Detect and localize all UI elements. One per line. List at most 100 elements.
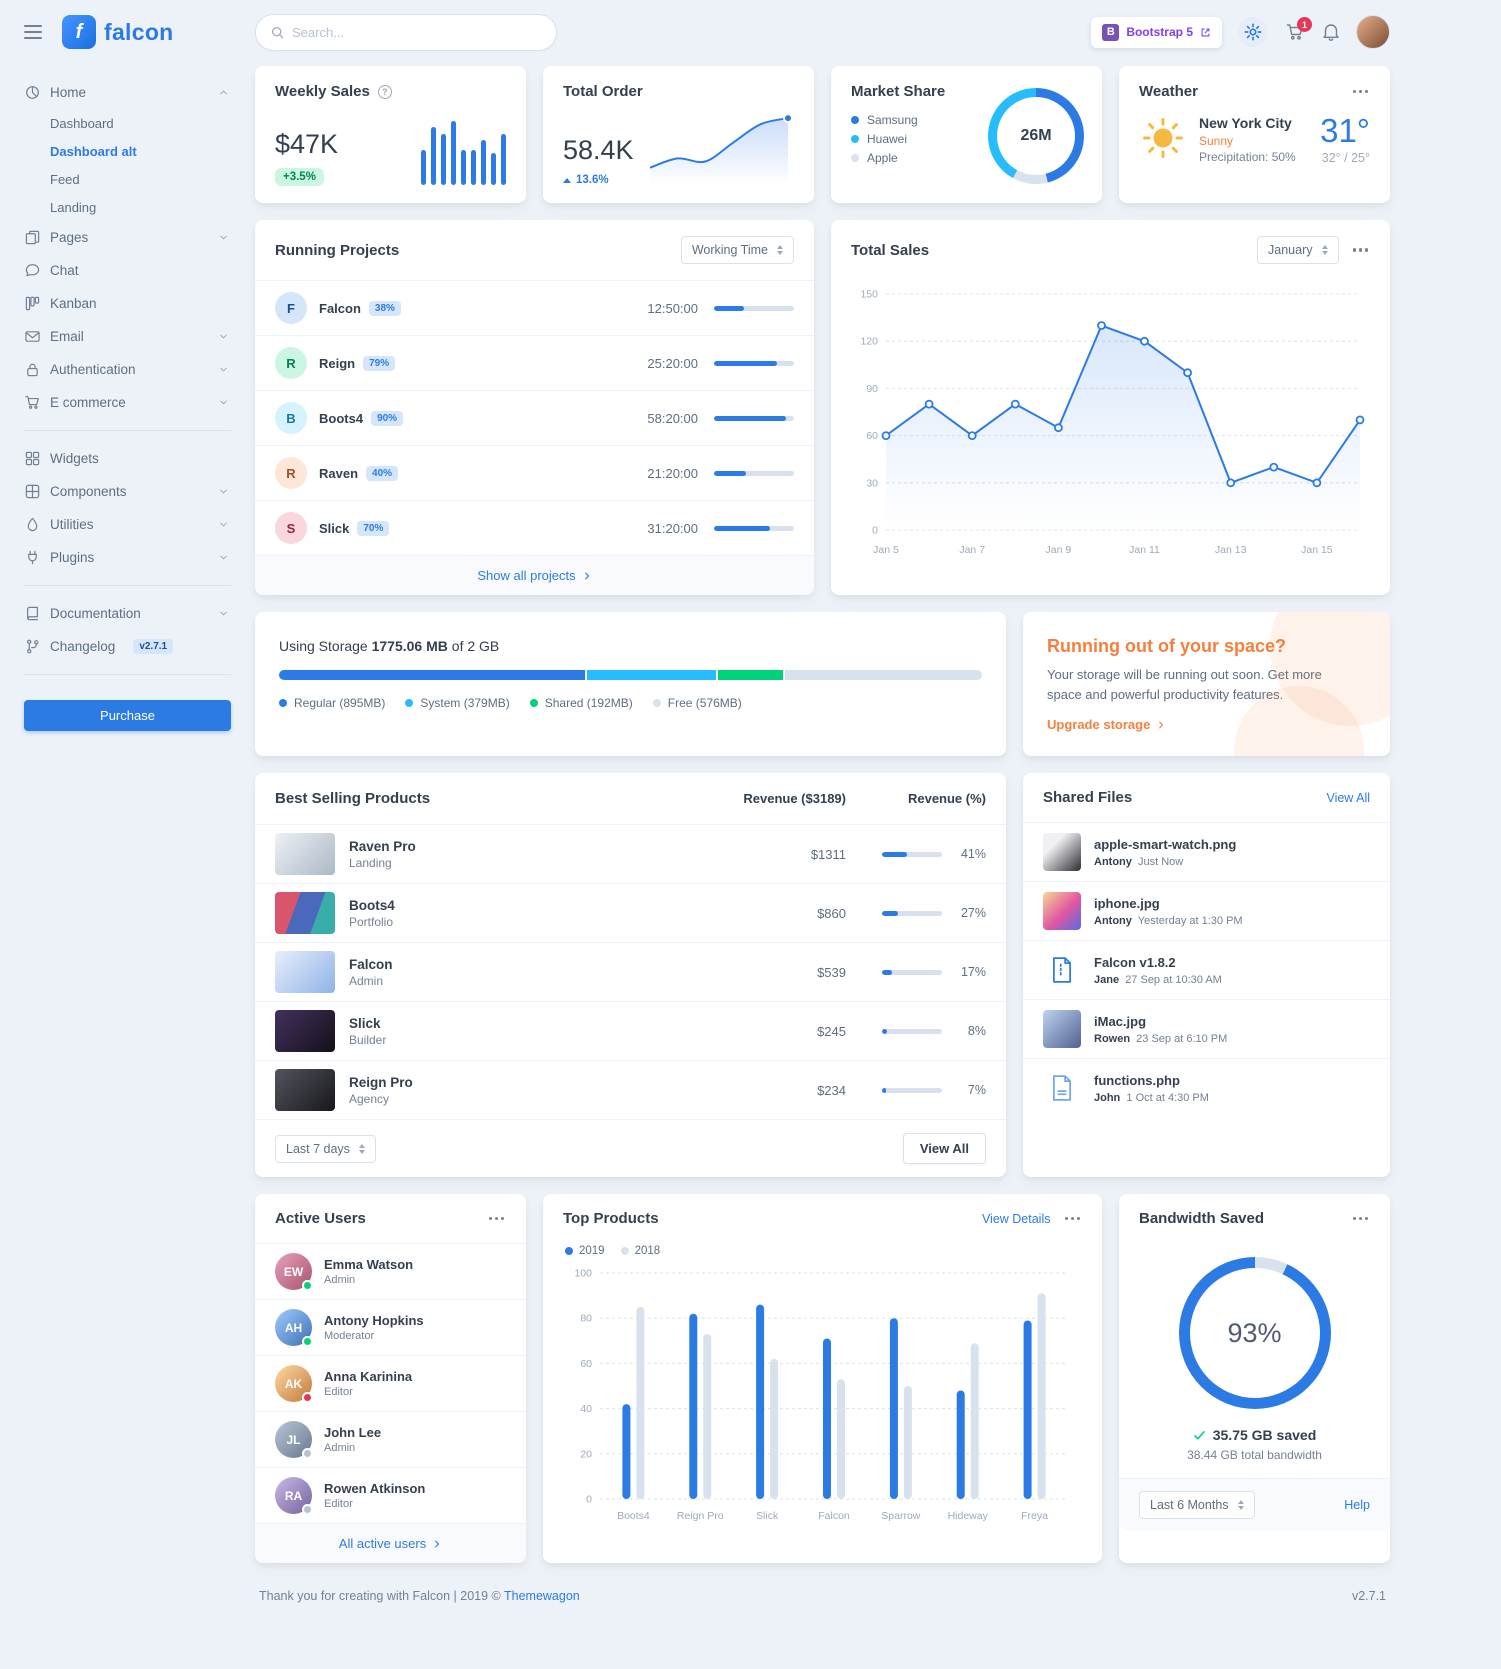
sidebar-item-e-commerce[interactable]: E commerce <box>24 386 231 419</box>
sidebar-item-components[interactable]: Components <box>24 475 231 508</box>
product-name-link[interactable]: Raven Pro <box>349 838 416 854</box>
purchase-button[interactable]: Purchase <box>24 700 231 731</box>
svg-text:Boots4: Boots4 <box>617 1510 650 1522</box>
project-name-link[interactable]: Raven <box>319 465 359 481</box>
sidebar-item-home[interactable]: Home <box>24 76 231 109</box>
bandwidth-saved-label: 35.75 GB saved <box>1193 1427 1316 1443</box>
card-menu-button[interactable] <box>1351 243 1371 257</box>
card-menu-button[interactable] <box>1351 1212 1371 1226</box>
cart-button[interactable]: 1 <box>1284 17 1312 43</box>
sidebar-item-landing[interactable]: Landing <box>50 199 97 215</box>
best-selling-products-card: Best Selling Products Revenue ($3189) Re… <box>255 773 1006 1177</box>
user-avatar[interactable] <box>1356 15 1390 49</box>
card-menu-button[interactable] <box>487 1212 507 1226</box>
view-all-button[interactable]: View All <box>902 1133 986 1164</box>
bootstrap5-badge-button[interactable]: B Bootstrap 5 <box>1091 16 1222 48</box>
month-select[interactable]: January <box>1257 236 1339 264</box>
product-name-link[interactable]: Boots4 <box>349 897 395 913</box>
view-details-link[interactable]: View Details <box>981 1211 1051 1226</box>
user-name-link[interactable]: Anna Karinina <box>324 1369 413 1384</box>
card-footer: Last 7 days View All <box>255 1119 1006 1177</box>
sidebar-item-documentation[interactable]: Documentation <box>24 597 231 630</box>
file-name-link[interactable]: iMac.jpg <box>1094 1013 1147 1029</box>
product-category-link[interactable]: Landing <box>349 855 392 870</box>
sidebar-item-feed[interactable]: Feed <box>50 171 80 187</box>
status-indicator <box>302 1280 313 1291</box>
file-name-link[interactable]: iphone.jpg <box>1094 895 1160 911</box>
file-name-link[interactable]: apple-smart-watch.png <box>1094 836 1237 852</box>
settings-button[interactable] <box>1236 15 1270 49</box>
user-name-link[interactable]: Antony Hopkins <box>324 1313 424 1328</box>
show-all-projects-link[interactable]: Show all projects <box>255 555 814 595</box>
sidebar-item-authentication[interactable]: Authentication <box>24 353 231 386</box>
all-active-users-link[interactable]: All active users <box>255 1523 526 1563</box>
view-all-link[interactable]: View All <box>1326 790 1370 805</box>
running-projects-card: Running Projects Working Time F Falcon 3… <box>255 220 814 595</box>
file-name-link[interactable]: Falcon v1.8.2 <box>1094 954 1176 970</box>
file-row: Falcon v1.8.2 Jane 27 Sep at 10:30 AM <box>1023 940 1390 999</box>
cart-count-badge: 1 <box>1297 17 1312 32</box>
user-name-link[interactable]: John Lee <box>324 1425 382 1440</box>
user-avatar: AK <box>275 1365 313 1403</box>
product-name-link[interactable]: Reign Pro <box>349 1074 413 1090</box>
storage-progress-bar <box>279 670 982 680</box>
help-icon[interactable]: ? <box>377 84 392 99</box>
sidebar-toggle-button[interactable] <box>20 21 46 43</box>
period-select[interactable]: Last 6 Months <box>1139 1491 1255 1519</box>
falcon-dashboard: f falcon B Bootstrap 5 1 <box>20 13 1390 1603</box>
search-box[interactable] <box>255 13 557 51</box>
legend-item-2018: 2018 <box>620 1245 660 1257</box>
card-menu-button[interactable] <box>1351 85 1371 99</box>
upgrade-storage-link[interactable]: Upgrade storage <box>1047 717 1166 732</box>
product-category-link[interactable]: Builder <box>349 1032 387 1047</box>
user-name-link[interactable]: Emma Watson <box>324 1257 414 1272</box>
file-thumbnail <box>1043 1010 1081 1048</box>
sidebar-item-label: Email <box>50 329 84 344</box>
product-category-link[interactable]: Portfolio <box>349 914 394 929</box>
range-select[interactable]: Last 7 days <box>275 1134 376 1163</box>
product-revenue-percent: 27% <box>960 906 986 920</box>
kanban-icon <box>24 296 40 311</box>
sidebar-item-kanban[interactable]: Kanban <box>24 287 231 320</box>
user-role: Admin <box>324 1442 356 1454</box>
file-meta: John 1 Oct at 4:30 PM <box>1094 1091 1209 1104</box>
user-name-link[interactable]: Rowen Atkinson <box>324 1481 426 1496</box>
project-name-link[interactable]: Falcon <box>319 300 361 316</box>
project-name-link[interactable]: Reign <box>319 355 356 371</box>
market-share-total: 26M <box>997 97 1075 175</box>
project-name-link[interactable]: Boots4 <box>319 410 364 426</box>
sidebar-item-dashboard-alt[interactable]: Dashboard alt <box>50 143 137 159</box>
falcon-logo[interactable]: f falcon <box>62 15 174 49</box>
sidebar-item-utilities[interactable]: Utilities <box>24 508 231 541</box>
project-row: R Reign 79% 25:20:00 <box>255 335 814 390</box>
sidebar-item-plugins[interactable]: Plugins <box>24 541 231 574</box>
card-menu-button[interactable] <box>1063 1212 1083 1226</box>
themewagon-link[interactable]: Themewagon <box>504 1589 580 1603</box>
weekly-sales-card: Weekly Sales ? $47K +3.5% <box>255 66 526 203</box>
sidebar-item-chat[interactable]: Chat <box>24 254 231 287</box>
product-row: Reign Pro Agency $234 7% <box>255 1060 1006 1119</box>
sidebar-item-pages[interactable]: Pages <box>24 221 231 254</box>
product-category-link[interactable]: Agency <box>349 1091 390 1106</box>
components-icon <box>24 484 40 499</box>
sidebar-item-dashboard[interactable]: Dashboard <box>50 115 114 131</box>
status-indicator <box>302 1448 313 1459</box>
product-category-link[interactable]: Admin <box>349 973 384 988</box>
active-user-row: JL John Lee Admin <box>255 1411 526 1467</box>
sidebar-item-widgets[interactable]: Widgets <box>24 442 231 475</box>
file-name-link[interactable]: functions.php <box>1094 1072 1180 1088</box>
product-name-link[interactable]: Falcon <box>349 956 393 972</box>
file-thumbnail <box>1043 833 1081 871</box>
sidebar-item-email[interactable]: Email <box>24 320 231 353</box>
product-name-link[interactable]: Slick <box>349 1015 381 1031</box>
project-name-link[interactable]: Slick <box>319 520 350 536</box>
search-input[interactable] <box>292 24 541 40</box>
select-arrows-icon <box>1237 1500 1244 1510</box>
sidebar-item-label: Chat <box>50 263 79 278</box>
product-revenue: $1311 <box>810 846 846 862</box>
working-time-select[interactable]: Working Time <box>680 236 794 264</box>
notifications-button[interactable] <box>1320 21 1342 43</box>
user-role: Editor <box>324 1498 353 1510</box>
help-link[interactable]: Help <box>1344 1498 1370 1512</box>
sidebar-item-changelog[interactable]: Changelog v2.7.1 <box>24 630 231 663</box>
